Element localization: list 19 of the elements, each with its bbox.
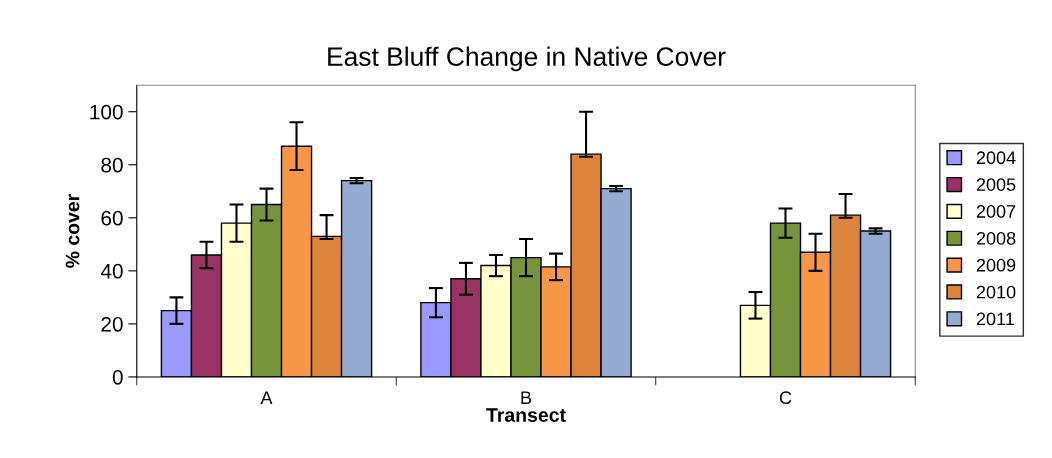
y-tick-label: 40 — [100, 263, 123, 279]
y-tick-label: 80 — [101, 157, 123, 173]
legend-label: 2004 — [976, 151, 1016, 165]
legend-label: 2005 — [976, 178, 1016, 191]
y-tick-label: 100 — [90, 104, 123, 120]
legend-label: 2008 — [976, 231, 1016, 245]
y-tick-label: 60 — [101, 210, 123, 226]
legend-label: 2010 — [976, 285, 1016, 299]
legend-label: 2011 — [976, 312, 1014, 326]
legend-label: 2009 — [976, 258, 1016, 272]
y-axis-title: % cover — [65, 194, 80, 268]
x-axis-title: Transect — [486, 408, 566, 422]
x-tick-label: C — [779, 391, 792, 405]
x-tick-label: B — [521, 391, 532, 404]
x-tick-label: A — [260, 391, 273, 404]
y-tick-label: 0 — [112, 369, 123, 385]
legend-label: 2007 — [976, 205, 1016, 218]
chart-title: East Bluff Change in Native Cover — [328, 46, 726, 72]
y-tick-label: 20 — [101, 316, 123, 332]
